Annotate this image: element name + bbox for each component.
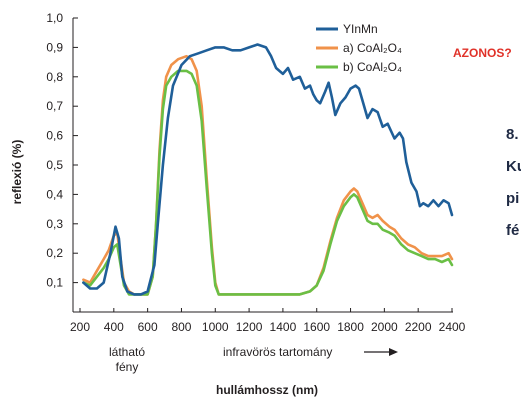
y-tick-label: 1,0: [46, 11, 63, 25]
side-text-line3: pi: [506, 190, 520, 207]
legend: YInMn a) CoAl₂O₄ b) CoAl₂O₄: [316, 22, 402, 74]
series-line-a-coal-o: [82, 54, 454, 296]
y-tick-label: 0,5: [46, 158, 63, 172]
side-text-line1: 8.: [506, 126, 519, 143]
y-tick-label: 0,6: [46, 129, 63, 143]
legend-label-coal2o4-a: a) CoAl₂O₄: [343, 41, 402, 55]
legend-label-yinmn: YInMn: [343, 22, 378, 36]
side-text-line2: Ku: [506, 158, 521, 175]
y-tick-label: 0,9: [46, 40, 63, 54]
y-tick-label: 0,1: [46, 276, 63, 290]
side-text-line4: fé: [506, 222, 520, 239]
x-tick-label: 2200: [405, 320, 432, 334]
x-tick-label: 800: [171, 320, 191, 334]
series-line-b-coal-o: [82, 69, 454, 296]
axes-layer: 0,1 0,2 0,3 0,4 0,5 0,6 0,7 0,8 0,9 1,0 200 400 600 8…: [46, 11, 465, 334]
annotation-azonos: AZONOS?: [453, 46, 512, 60]
x-tick-label: 1600: [303, 320, 330, 334]
x-tick-label: 1200: [236, 320, 263, 334]
x-tick-label: 1800: [337, 320, 364, 334]
infrared-arrow-head: [389, 348, 398, 356]
y-tick-label: 0,3: [46, 217, 63, 231]
visible-region-label-line1: látható: [109, 345, 145, 359]
y-tick-label: 0,2: [46, 246, 63, 260]
x-tick-label: 2000: [371, 320, 398, 334]
x-tick-label: 1400: [270, 320, 297, 334]
y-tick-label: 0,7: [46, 99, 63, 113]
x-tick-label: 2400: [439, 320, 466, 334]
y-tick-label: 0,4: [46, 187, 63, 201]
series-line-yinmn: [82, 43, 454, 296]
legend-label-coal2o4-b: b) CoAl₂O₄: [343, 60, 402, 74]
x-tick-label: 400: [104, 320, 124, 334]
infrared-region-label: infravörös tartomány: [223, 345, 332, 359]
visible-region-label-line2: fény: [116, 360, 139, 374]
y-axis-label: reflexió (%): [10, 140, 24, 205]
series-layer: [82, 43, 454, 296]
x-tick-label: 1000: [202, 320, 229, 334]
y-tick-label: 0,8: [46, 70, 63, 84]
x-tick-label: 200: [70, 320, 90, 334]
x-tick-label: 600: [138, 320, 158, 334]
x-axis-label: hullámhossz (nm): [216, 383, 318, 397]
